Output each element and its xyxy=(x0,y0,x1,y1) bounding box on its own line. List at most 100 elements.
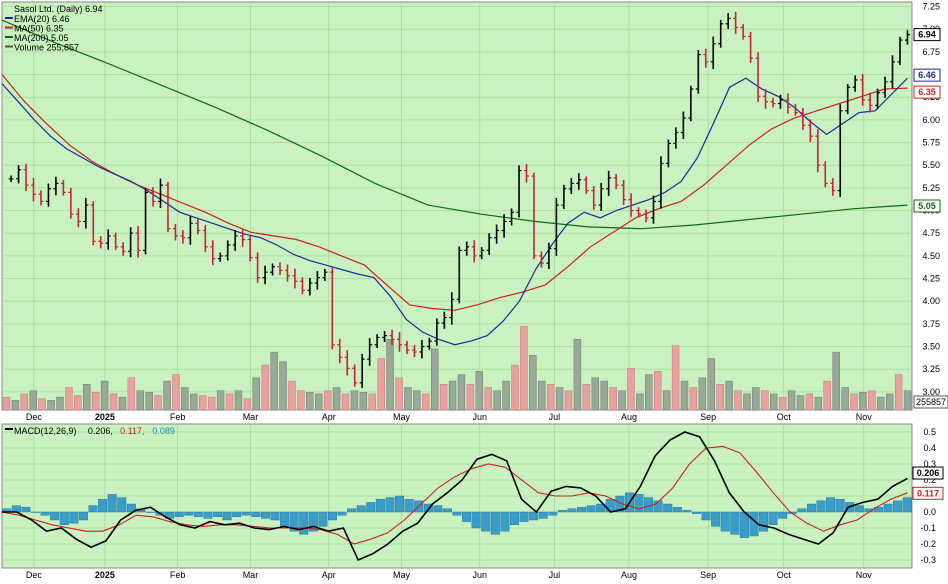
macd-hist-bar-1 xyxy=(11,505,21,513)
volume-bar-88 xyxy=(787,390,796,411)
volume-bar-72 xyxy=(645,374,653,411)
volume-bar-61 xyxy=(546,384,555,411)
ohlc-bar-118 xyxy=(890,55,896,89)
ohlc-bar-9 xyxy=(75,208,81,228)
ohlc-bar-96 xyxy=(725,13,731,29)
macd-y-tick-0: 0.5 xyxy=(923,427,936,437)
volume-bar-80 xyxy=(716,384,724,411)
volume-bar-15 xyxy=(136,390,144,411)
ohlc-bar-67 xyxy=(509,208,515,226)
price-x-tick-7: Jul xyxy=(549,412,561,422)
macd-hist-bar-18 xyxy=(174,511,184,517)
volume-bar-35 xyxy=(315,393,323,411)
price-x-tick-6: Jun xyxy=(473,412,488,422)
ohlc-bar-49 xyxy=(374,334,380,348)
ohlc-bar-66 xyxy=(501,214,507,238)
macd-hist-bar-63 xyxy=(605,499,615,513)
macd-hist-bar-80 xyxy=(768,511,778,526)
volume-bar-99 xyxy=(885,393,894,411)
ohlc-bar-115 xyxy=(867,92,873,113)
macd-legend-label-2: 0.117, xyxy=(120,426,144,436)
ohlc-bar-4 xyxy=(38,190,44,206)
ohlc-bar-17 xyxy=(135,226,141,258)
ohlc-bar-26 xyxy=(202,225,208,253)
volume-bar-87 xyxy=(778,396,787,411)
volume-bar-83 xyxy=(743,393,751,411)
volume-bar-68 xyxy=(609,387,617,411)
ohlc-bar-11 xyxy=(90,201,96,246)
price-tag-label-1: 6.46 xyxy=(918,70,936,80)
ohlc-bar-87 xyxy=(658,156,664,209)
ohlc-bar-13 xyxy=(105,229,111,250)
volume-bar-57 xyxy=(511,364,519,411)
ohlc-bar-61 xyxy=(464,241,470,256)
ohlc-bar-68 xyxy=(516,165,522,218)
macd-hist-bar-55 xyxy=(529,511,539,521)
macd-hist-bar-54 xyxy=(519,511,529,522)
macd-hist-bar-57 xyxy=(548,511,558,516)
ohlc-bar-2 xyxy=(23,163,29,192)
volume-bar-75 xyxy=(671,345,680,411)
macd-hist-bar-84 xyxy=(806,503,816,513)
macd-hist-bar-79 xyxy=(759,511,769,532)
volume-bar-101 xyxy=(903,390,912,411)
macd-hist-bar-10 xyxy=(98,499,108,513)
volume-tag: 255857 xyxy=(913,395,948,409)
ohlc-bar-99 xyxy=(748,31,754,63)
macd-hist-bar-22 xyxy=(213,511,223,517)
macd-tag-box-1 xyxy=(912,486,944,500)
price-tag-2: 6.35 xyxy=(913,85,941,99)
macd-hist-bar-87 xyxy=(835,499,845,513)
ohlc-bar-10 xyxy=(83,197,89,229)
ohlc-bar-27 xyxy=(210,240,216,266)
macd-hist-bar-61 xyxy=(586,505,596,513)
ohlc-bar-65 xyxy=(494,224,500,244)
ohlc-bar-37 xyxy=(284,264,290,282)
price-y-tick-1: 3.25 xyxy=(922,364,940,374)
ohlc-bar-113 xyxy=(852,75,858,92)
volume-bar-93 xyxy=(832,351,840,411)
macd-legend-swatch xyxy=(5,428,13,430)
macd-hist-bar-37 xyxy=(356,505,366,513)
ohlc-bar-86 xyxy=(650,195,656,224)
volume-bar-78 xyxy=(698,377,707,411)
price-x-tick-8: Aug xyxy=(621,412,637,422)
price-y-axis-ticks: 3.003.253.503.754.004.254.504.755.005.25… xyxy=(922,2,940,397)
macd-x-tick-10: Oct xyxy=(777,570,792,580)
volume-bar-20 xyxy=(181,387,189,411)
macd-x-tick-5: May xyxy=(393,570,411,580)
volume-bar-5 xyxy=(47,400,55,411)
macd-hist-bar-93 xyxy=(893,500,903,513)
volume-bar-82 xyxy=(734,390,742,411)
ohlc-bar-100 xyxy=(755,52,761,103)
macd-hist-bar-38 xyxy=(366,502,376,513)
macd-y-tick-1: 0.4 xyxy=(923,443,936,453)
volume-bar-44 xyxy=(395,377,403,411)
macd-hist-bar-33 xyxy=(318,511,328,527)
volume-bar-37 xyxy=(332,387,341,411)
ohlc-bar-50 xyxy=(382,331,388,343)
ohlc-bar-64 xyxy=(486,233,492,255)
volume-bar-66 xyxy=(591,377,599,411)
price-legend-label-1: MA(50) 6.35 xyxy=(14,24,64,34)
volume-bar-85 xyxy=(761,390,769,411)
macd-hist-bar-3 xyxy=(31,511,41,513)
ohlc-bar-33 xyxy=(255,252,261,283)
macd-hist-bar-48 xyxy=(462,511,472,522)
macd-hist-bar-11 xyxy=(107,494,117,513)
ohlc-bar-46 xyxy=(352,364,358,387)
volume-bar-71 xyxy=(636,393,644,411)
price-tag-label-3: 5.05 xyxy=(918,201,936,211)
macd-hist-bar-31 xyxy=(299,511,309,535)
ohlc-bar-74 xyxy=(561,184,567,210)
ohlc-bar-19 xyxy=(150,187,156,207)
volume-bar-51 xyxy=(457,374,466,411)
macd-hist-bar-89 xyxy=(854,505,864,513)
ohlc-bar-1 xyxy=(16,165,22,184)
ohlc-bar-31 xyxy=(240,228,246,247)
ohlc-bar-21 xyxy=(165,181,171,232)
volume-bar-33 xyxy=(297,390,305,411)
price-tag-box-3 xyxy=(913,199,941,213)
volume-bar-63 xyxy=(564,390,573,411)
